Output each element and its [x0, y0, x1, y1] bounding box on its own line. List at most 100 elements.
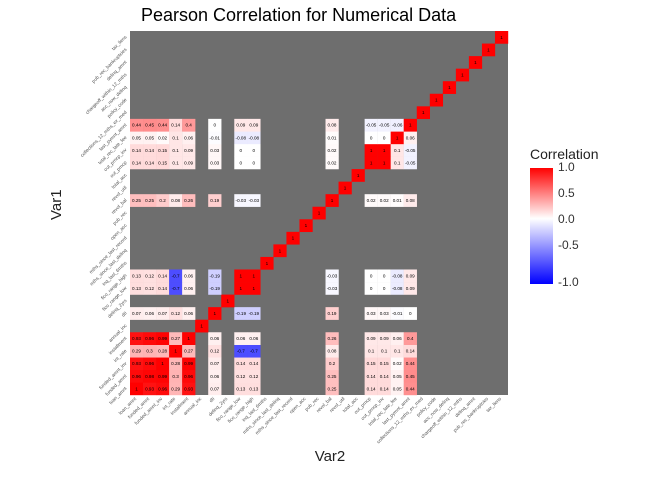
heatmap-cell — [234, 156, 248, 170]
cell-value-label: 0.06 — [184, 273, 193, 278]
heatmap-cell — [403, 118, 417, 132]
cell-value-label: 1 — [422, 110, 425, 115]
heatmap-cell — [169, 282, 183, 295]
heatmap-cell — [234, 382, 248, 396]
heatmap-cell — [208, 357, 222, 371]
cell-value-label: 0.06 — [236, 336, 245, 341]
heatmap-cell — [130, 194, 144, 207]
legend-colorbar — [530, 168, 553, 284]
cell-value-label: 0.93 — [132, 336, 141, 341]
cell-value-label: 0.99 — [158, 374, 167, 379]
cell-value-label: 1 — [474, 60, 477, 65]
heatmap-cell — [325, 269, 339, 283]
heatmap-cell — [494, 31, 509, 44]
cell-value-label: 0.28 — [158, 349, 167, 354]
cell-value-label: 0.08 — [328, 123, 337, 128]
heatmap-cell — [351, 169, 365, 182]
heatmap-cell — [169, 156, 183, 170]
heatmap-cell — [403, 269, 417, 283]
cell-value-label: 0 — [383, 286, 386, 291]
cell-value-label: 1 — [292, 236, 295, 241]
heatmap-cell — [429, 93, 444, 107]
cell-value-label: 0.96 — [145, 336, 154, 341]
cell-value-label: -0.7 — [237, 349, 245, 354]
cell-value-label: 0.09 — [406, 273, 415, 278]
heatmap-cell — [143, 269, 157, 283]
heatmap-cell — [390, 143, 404, 157]
heatmap-cell — [130, 131, 144, 145]
heatmap-cell — [377, 307, 391, 320]
cell-value-label: 0.29 — [171, 386, 180, 391]
chart-title: Pearson Correlation for Numerical Data — [141, 5, 457, 25]
cell-value-label: 0.07 — [210, 386, 219, 391]
cell-value-label: 0.14 — [158, 286, 167, 291]
heatmap-cell — [156, 156, 170, 170]
heatmap-cell — [156, 282, 170, 295]
heatmap-cell — [169, 369, 183, 383]
cell-value-label: 0.12 — [145, 273, 154, 278]
heatmap-cell — [364, 307, 378, 320]
heatmap-cell — [169, 332, 183, 345]
cell-value-label: 0.25 — [328, 374, 337, 379]
cell-value-label: 0.25 — [145, 198, 154, 203]
cell-value-label: 0.02 — [158, 135, 167, 140]
heatmap-cell — [143, 307, 157, 320]
heatmap-cell — [208, 143, 222, 157]
heatmap-cell — [468, 56, 483, 69]
cell-value-label: 0.93 — [145, 386, 154, 391]
cell-value-label: 0.08 — [406, 198, 415, 203]
cell-value-label: 1 — [344, 185, 347, 190]
cell-value-label: 1 — [226, 298, 229, 303]
heatmap-cell — [234, 282, 248, 295]
heatmap-cell — [364, 369, 378, 383]
cell-value-label: 0.28 — [171, 361, 180, 366]
heatmap-cell — [130, 357, 144, 371]
heatmap-cell — [156, 344, 170, 358]
cell-value-label: -0.7 — [172, 286, 180, 291]
cell-value-label: 0.02 — [380, 198, 389, 203]
cell-value-label: 1 — [253, 273, 256, 278]
heatmap-cell — [364, 131, 378, 145]
cell-value-label: 0.3 — [172, 374, 179, 379]
heatmap-cell — [364, 194, 378, 207]
cell-value-label: 0.06 — [210, 374, 219, 379]
heatmap-cell — [208, 332, 222, 345]
cell-value-label: 0.13 — [132, 286, 141, 291]
cell-value-label: 1 — [461, 73, 464, 78]
heatmap-cell — [208, 131, 222, 145]
cell-value-label: 0.96 — [132, 374, 141, 379]
heatmap-cell — [247, 357, 261, 371]
heatmap-cell — [377, 369, 391, 383]
heatmap-cell — [286, 231, 300, 245]
cell-value-label: 0.44 — [158, 123, 167, 128]
heatmap-cell — [234, 369, 248, 383]
cell-value-label: 1 — [279, 248, 282, 253]
heatmap-cell — [208, 194, 222, 207]
cell-value-label: 0.15 — [158, 148, 167, 153]
heatmap-cell — [156, 369, 170, 383]
legend-title: Correlation — [530, 146, 599, 162]
heatmap-cell — [156, 332, 170, 345]
heatmap-cell — [156, 118, 170, 132]
heatmap-cell — [377, 282, 391, 295]
heatmap-cell — [195, 319, 209, 333]
heatmap-cell — [481, 43, 496, 57]
cell-value-label: 0.07 — [158, 311, 167, 316]
heatmap-cell — [403, 282, 417, 295]
cell-value-label: 0.93 — [184, 386, 193, 391]
heatmap-cell — [377, 156, 391, 170]
heatmap-cell — [403, 357, 417, 371]
heatmap-cell — [169, 118, 183, 132]
cell-value-label: 0.15 — [367, 361, 376, 366]
heatmap-cell — [182, 131, 196, 145]
heatmap-cell — [169, 307, 183, 320]
heatmap-cell — [390, 131, 404, 145]
heatmap-cell — [325, 282, 339, 295]
cell-value-label: 0.08 — [171, 198, 180, 203]
heatmap-cell — [130, 282, 144, 295]
cell-value-label: -0.03 — [249, 198, 260, 203]
heatmap-cell — [390, 194, 404, 207]
heatmap-cell — [403, 307, 417, 320]
cell-value-label: 0.4 — [185, 123, 192, 128]
heatmap-cell — [143, 143, 157, 157]
